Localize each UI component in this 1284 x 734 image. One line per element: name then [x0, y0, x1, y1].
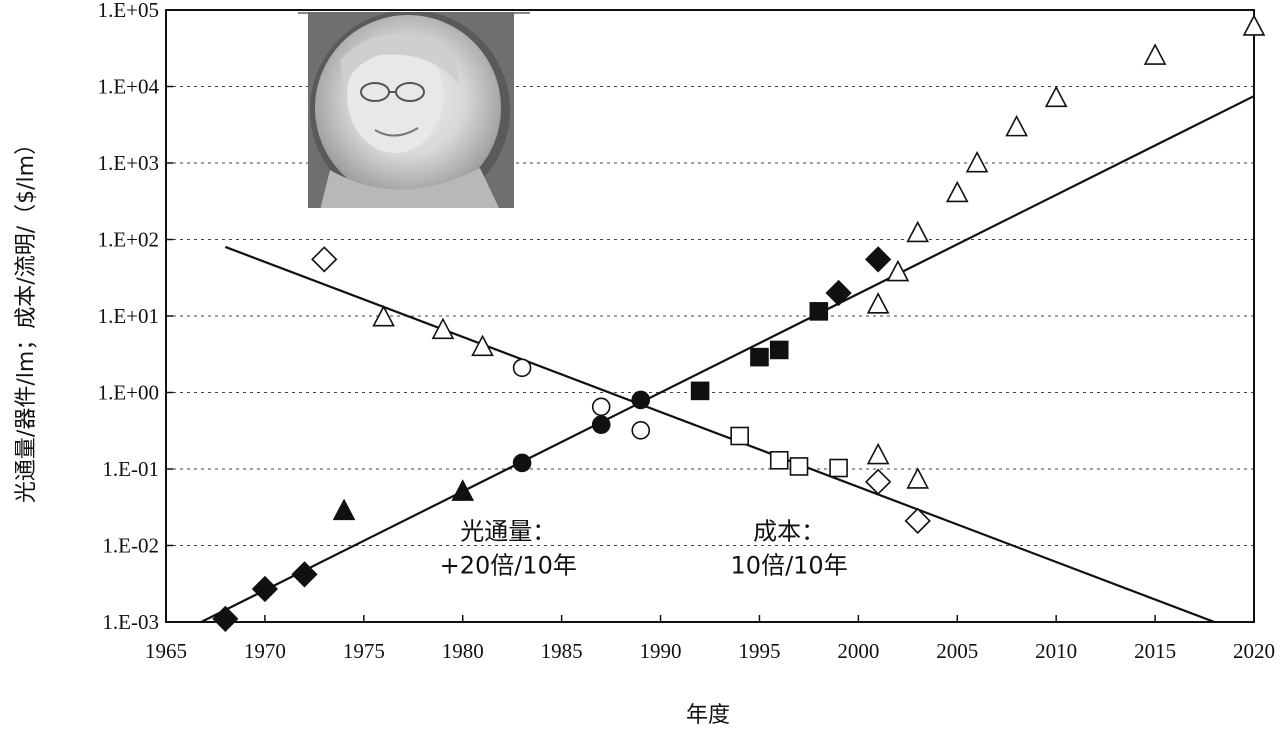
data-point-square — [829, 458, 848, 478]
y-tick-label: 1.E-03 — [102, 610, 159, 634]
x-tick-label: 2015 — [1134, 639, 1176, 663]
data-point-diamond — [865, 468, 892, 495]
annotations: 光通量： +20倍/10年 成本： 10倍/10年 — [440, 517, 848, 579]
data-point-diamond — [825, 279, 852, 307]
data-point-triangle — [1143, 43, 1167, 65]
y-tick-label: 1.E-01 — [102, 457, 159, 481]
data-point-circle — [591, 397, 611, 417]
x-tick-label: 1965 — [145, 639, 187, 663]
data-point-diamond — [865, 246, 892, 273]
x-tick-label: 1990 — [640, 639, 682, 663]
data-point-circle — [512, 358, 532, 378]
annotation-text: 成本： — [753, 517, 825, 545]
y-tick-label: 1.E+03 — [98, 151, 159, 175]
y-tick-label: 1.E-02 — [102, 534, 159, 558]
data-point-square — [730, 426, 749, 446]
data-point-triangle — [906, 220, 930, 243]
trendlines — [198, 95, 1254, 622]
data-point-triangle — [1044, 85, 1068, 108]
data-point-diamond — [291, 561, 318, 588]
x-tick-label: 1975 — [343, 639, 385, 663]
y-axis-label: 光通量/器件/lm；成本/流明/（$/lm） — [14, 133, 39, 503]
plot-frame — [165, 9, 1255, 623]
annotation-text: +20倍/10年 — [440, 551, 577, 579]
data-point-triangle — [431, 317, 455, 340]
data-point-triangle — [372, 304, 395, 327]
data-point-triangle — [945, 180, 969, 203]
annotation-text: 10倍/10年 — [731, 551, 848, 579]
data-point-square — [809, 302, 829, 321]
data-point-diamond — [212, 605, 239, 632]
y-tick-labels: 1.E-03 1.E-02 1.E-01 1.E+00 1.E+01 1.E+02 1.E+… — [98, 0, 160, 634]
y-tick-label: 1.E+00 — [98, 381, 159, 405]
x-tick-label: 1970 — [244, 639, 286, 663]
portrait-photo — [298, 12, 530, 208]
data-point-triangle — [1005, 114, 1028, 137]
data-point-triangle — [886, 259, 910, 282]
data-point-triangle — [906, 467, 930, 489]
data-point-circle — [591, 415, 611, 434]
y-tick-label: 1.E+04 — [98, 75, 160, 99]
y-tick-label: 1.E+01 — [98, 304, 159, 328]
data-point-triangle — [1242, 14, 1266, 36]
trendline — [198, 95, 1254, 622]
x-tick-label: 1995 — [738, 639, 780, 663]
data-point-square — [769, 450, 789, 470]
data-point-square — [750, 347, 769, 367]
annotation-text: 光通量： — [460, 517, 556, 545]
x-tick-label: 2005 — [936, 639, 978, 663]
data-points — [212, 14, 1266, 632]
data-point-diamond — [251, 575, 279, 603]
data-point-square — [789, 457, 809, 476]
y-tick-label: 1.E+05 — [98, 0, 159, 22]
x-tick-label: 2020 — [1233, 639, 1275, 663]
x-tick-label: 1985 — [541, 639, 583, 663]
x-tick-label: 2010 — [1035, 639, 1077, 663]
data-point-triangle — [471, 334, 494, 357]
x-tick-labels: 1965 1970 1975 1980 1985 1990 1995 2000 2005 2010… — [145, 615, 1275, 663]
x-axis-label: 年度 — [686, 703, 730, 728]
data-point-circle — [631, 421, 651, 440]
data-point-circle — [512, 453, 532, 473]
x-tick-label: 1980 — [442, 639, 484, 663]
x-tick-label: 2000 — [837, 639, 879, 663]
data-point-triangle — [866, 442, 890, 465]
data-point-square — [690, 381, 710, 401]
data-point-triangle — [866, 292, 890, 314]
data-point-diamond — [311, 246, 338, 273]
y-tick-label: 1.E+02 — [98, 228, 159, 252]
data-point-circle — [631, 390, 651, 410]
data-point-square — [769, 340, 789, 360]
data-point-triangle — [451, 479, 475, 501]
data-point-triangle — [965, 150, 989, 173]
data-point-triangle — [332, 498, 356, 521]
data-point-diamond — [904, 507, 931, 534]
trendline — [224, 245, 1215, 622]
